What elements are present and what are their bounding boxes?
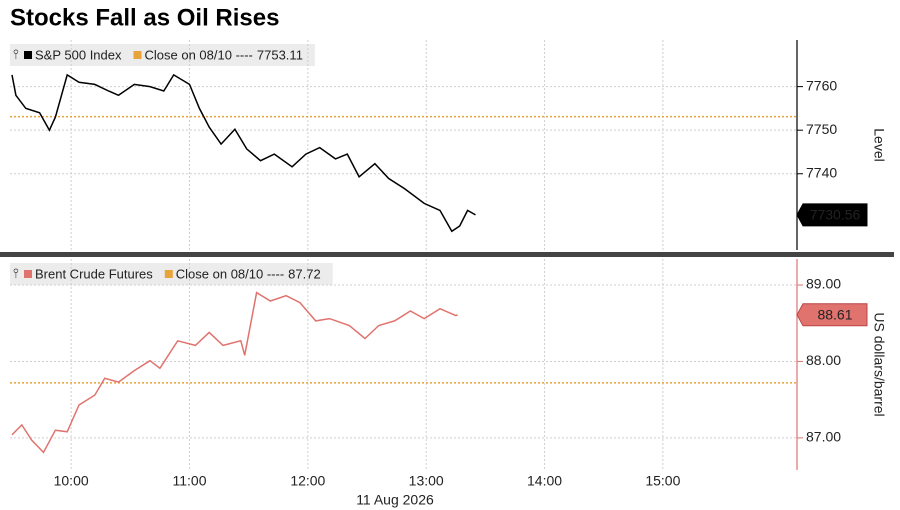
y-tick-label: 87.00 xyxy=(806,429,841,445)
panel-separator xyxy=(0,252,894,257)
legend-label: 87.72 xyxy=(288,266,321,281)
y-tick-label: 89.00 xyxy=(806,276,841,292)
legend-label: 7753.11 xyxy=(257,47,303,62)
last-value-tag xyxy=(796,303,868,327)
y-tick-label: 7760 xyxy=(806,77,837,93)
x-axis-date: 11 Aug 2026 xyxy=(356,492,434,508)
legend-swatch xyxy=(24,270,32,278)
y-tick-label: 7740 xyxy=(806,164,837,180)
series-line xyxy=(11,73,476,233)
legend-label: Close on 08/10 ---- xyxy=(176,266,284,281)
legend-label: Close on 08/10 ---- xyxy=(145,47,253,62)
last-value-label: 7730.56 xyxy=(810,207,861,223)
y-axis-title: US dollars/barrel xyxy=(871,312,887,416)
chart-title: Stocks Fall as Oil Rises xyxy=(10,4,279,31)
x-tick-label: 10:00 xyxy=(54,473,89,489)
x-tick-label: 13:00 xyxy=(409,473,444,489)
y-tick-label: 7750 xyxy=(806,121,837,137)
legend-pin: ⫯ xyxy=(13,265,19,280)
legend-label: Brent Crude Futures xyxy=(35,266,153,281)
x-tick-label: 14:00 xyxy=(527,473,562,489)
x-tick-label: 12:00 xyxy=(290,473,325,489)
legend-swatch xyxy=(133,51,142,59)
legend-swatch xyxy=(24,51,32,59)
x-tick-label: 11:00 xyxy=(172,473,206,489)
legend-pin: ⫯ xyxy=(13,46,19,61)
legend-swatch xyxy=(164,270,173,278)
x-tick-label: 15:00 xyxy=(645,473,680,489)
series-line xyxy=(11,291,458,454)
last-value-label: 88.61 xyxy=(817,307,852,323)
last-value-tag xyxy=(796,203,868,227)
legend-label: S&P 500 Index xyxy=(35,47,122,62)
legend-box xyxy=(10,44,315,66)
y-tick-label: 88.00 xyxy=(806,352,841,368)
y-axis-title: Level xyxy=(871,128,887,161)
